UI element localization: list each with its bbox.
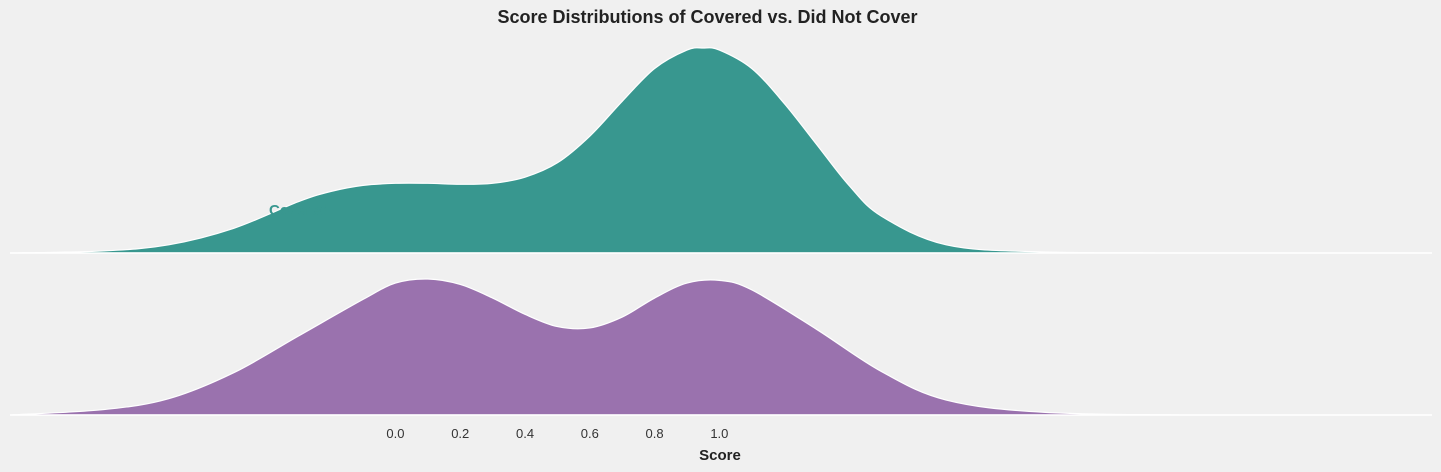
ridge-covered [9, 47, 1432, 254]
x-tick-label: 0.8 [646, 426, 664, 441]
ridge-did-not-cover [9, 278, 1432, 416]
chart-title: Score Distributions of Covered vs. Did N… [497, 7, 918, 27]
density-area-did-not-cover [9, 278, 1432, 416]
x-tick-label: 0.4 [516, 426, 534, 441]
x-axis-ticks: 0.0 0.2 0.4 0.6 0.8 1.0 [386, 426, 728, 441]
x-tick-label: 1.0 [710, 426, 728, 441]
density-area-covered [9, 47, 1432, 254]
ridge-label-covered: Covered [269, 202, 329, 219]
x-axis-label: Score [699, 447, 741, 464]
x-tick-label: 0.0 [386, 426, 404, 441]
x-tick-label: 0.2 [451, 426, 469, 441]
x-tick-label: 0.6 [581, 426, 599, 441]
